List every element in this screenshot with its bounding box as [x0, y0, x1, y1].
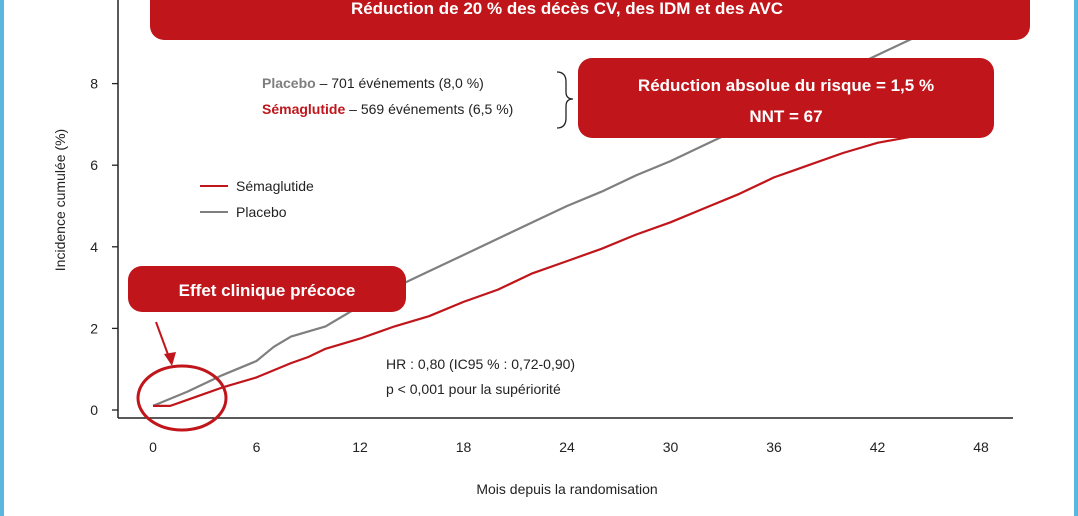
frame-left-edge [0, 0, 4, 516]
y-tick-label: 8 [90, 76, 98, 92]
y-tick-label: 4 [90, 239, 98, 255]
p-value-text: p < 0,001 pour la supériorité [386, 381, 561, 397]
events-placebo-detail: – 701 événements (8,0 %) [316, 75, 484, 91]
nnt-text: NNT = 67 [749, 107, 822, 126]
arr-text: Réduction absolue du risque = 1,5 % [638, 76, 934, 95]
x-tick-label: 30 [663, 439, 679, 455]
y-tick-label: 2 [90, 320, 98, 336]
chart-title: Réduction de 20 % des décès CV, des IDM … [351, 0, 783, 18]
early-effect-badge [128, 266, 406, 312]
x-tick-label: 12 [352, 439, 368, 455]
events-placebo-name: Placebo [262, 75, 316, 91]
early-effect-circle [136, 364, 228, 432]
x-tick-label: 24 [559, 439, 575, 455]
early-effect-arrowhead [164, 352, 176, 366]
events-semaglutide: Sémaglutide – 569 événements (6,5 %) [262, 101, 513, 117]
y-axis-title: Incidence cumulée (%) [52, 129, 68, 271]
x-tick-label: 36 [766, 439, 782, 455]
frame-right-edge [1074, 0, 1078, 516]
events-sema-detail: – 569 événements (6,5 %) [345, 101, 513, 117]
hazard-ratio-text: HR : 0,80 (IC95 % : 0,72-0,90) [386, 356, 575, 372]
x-tick-label: 42 [870, 439, 886, 455]
x-axis-title: Mois depuis la randomisation [476, 481, 657, 497]
events-placebo: Placebo – 701 événements (8,0 %) [262, 75, 484, 91]
legend: Sémaglutide Placebo [200, 178, 314, 220]
legend-label-placebo: Placebo [236, 204, 287, 220]
events-sema-name: Sémaglutide [262, 101, 345, 117]
y-tick-label: 6 [90, 157, 98, 173]
x-tick-label: 6 [253, 439, 261, 455]
y-axis-ticks: 0 2 4 6 8 [90, 76, 118, 418]
title-banner [150, 0, 1030, 40]
x-axis-ticks: 0 6 12 18 24 30 36 42 48 [149, 439, 989, 455]
early-effect-text: Effet clinique précoce [179, 281, 356, 300]
arr-banner [578, 58, 994, 138]
y-tick-label: 0 [90, 402, 98, 418]
series-line-smaglutide [153, 121, 982, 407]
x-tick-label: 18 [456, 439, 472, 455]
legend-label-semaglutide: Sémaglutide [236, 178, 314, 194]
x-tick-label: 0 [149, 439, 157, 455]
events-brace [556, 71, 574, 129]
x-tick-label: 48 [973, 439, 989, 455]
